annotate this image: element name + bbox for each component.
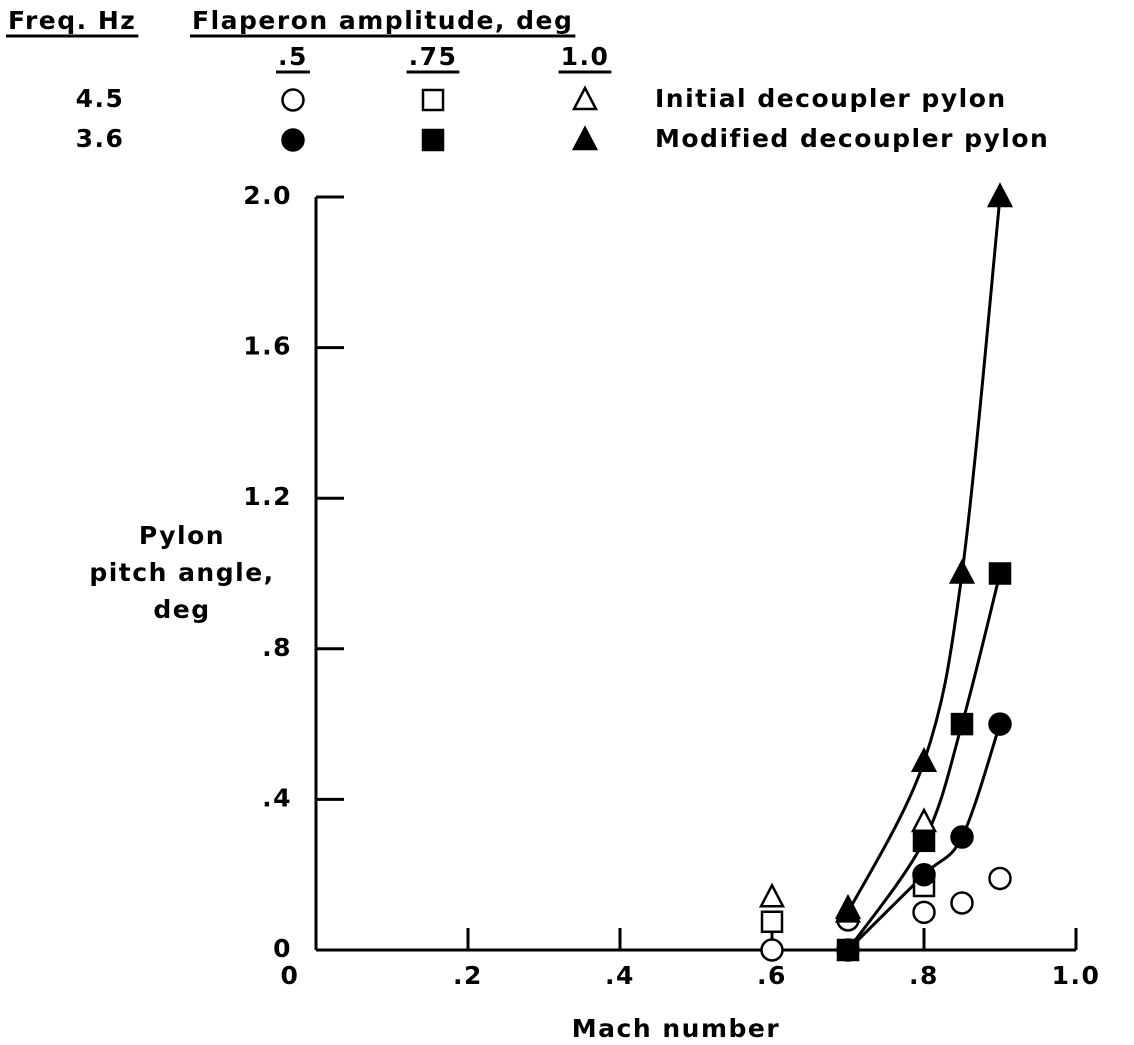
data-point bbox=[910, 747, 938, 772]
x-tick-label: .6 bbox=[757, 961, 787, 990]
legend-marker bbox=[571, 85, 599, 111]
y-tick-label: .8 bbox=[262, 633, 292, 662]
x-tick-label: .8 bbox=[909, 961, 939, 990]
fit-curve bbox=[846, 723, 1002, 952]
y-tick-label: 0 bbox=[273, 934, 292, 963]
data-point bbox=[988, 866, 1012, 891]
fit-curve bbox=[846, 196, 1002, 914]
x-tick-label: 0 bbox=[281, 961, 300, 990]
data-point bbox=[912, 900, 936, 925]
data-point bbox=[988, 712, 1012, 736]
data-point bbox=[912, 862, 936, 887]
data-point bbox=[988, 562, 1012, 585]
data-point bbox=[834, 897, 862, 923]
x-axis-title: Mach number bbox=[572, 1014, 780, 1043]
data-point bbox=[760, 938, 784, 962]
y-tick-label: .4 bbox=[262, 783, 292, 812]
legend-marker bbox=[421, 128, 445, 152]
data-point bbox=[950, 825, 974, 849]
amplitude-label: .75 bbox=[409, 42, 458, 71]
data-point bbox=[948, 558, 976, 584]
legend-label: Initial decoupler pylon bbox=[655, 84, 1007, 113]
y-tick-label: 1.2 bbox=[243, 482, 292, 511]
y-tick-label: 2.0 bbox=[243, 181, 292, 210]
y-axis-title: pitch angle, bbox=[89, 558, 274, 587]
x-tick-label: 1.0 bbox=[1052, 961, 1101, 990]
amplitude-header: Flaperon amplitude, deg bbox=[192, 6, 573, 35]
data-point bbox=[760, 910, 784, 934]
freq-label: 3.6 bbox=[76, 124, 125, 153]
data-point bbox=[950, 712, 974, 736]
y-axis-title: Pylon bbox=[139, 521, 225, 550]
data-point bbox=[986, 182, 1014, 208]
y-axis-title: deg bbox=[153, 595, 210, 624]
data-point bbox=[836, 938, 860, 962]
data-point bbox=[758, 882, 786, 908]
x-tick-label: .4 bbox=[605, 961, 635, 990]
legend-label: Modified decoupler pylon bbox=[655, 124, 1049, 153]
amplitude-label: 1.0 bbox=[561, 42, 610, 71]
y-tick-label: 1.6 bbox=[243, 332, 292, 361]
amplitude-label: .5 bbox=[278, 42, 308, 71]
freq-label: 4.5 bbox=[76, 84, 125, 113]
data-point bbox=[950, 891, 974, 915]
fit-curve bbox=[846, 573, 1002, 951]
legend-marker bbox=[571, 125, 599, 151]
data-point bbox=[912, 829, 936, 853]
legend-marker bbox=[421, 88, 445, 112]
legend-marker bbox=[281, 88, 305, 112]
legend-marker bbox=[281, 128, 305, 152]
x-tick-label: .2 bbox=[453, 961, 483, 990]
freq-header: Freq. Hz bbox=[8, 6, 136, 35]
